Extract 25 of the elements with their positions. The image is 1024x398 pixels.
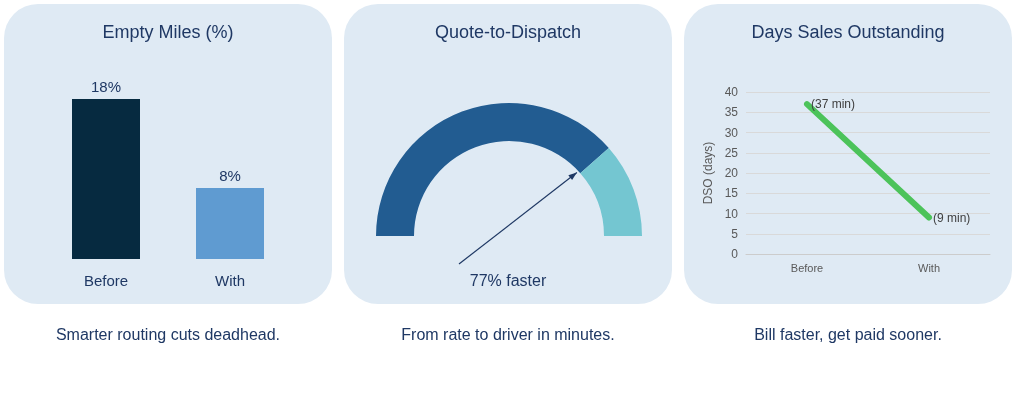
y-axis-title: DSO (days)	[700, 141, 715, 205]
text: Smarter routing cuts deadhead.	[55, 326, 281, 344]
y-tick-label: 0	[731, 247, 739, 261]
data-label: 18%	[90, 78, 122, 95]
text: Bill faster, get paid sooner.	[754, 326, 942, 344]
x-tick-label: With	[918, 261, 940, 274]
chart-title: Days Sales Outstanding	[751, 22, 945, 42]
text: From rate to driver in minutes.	[401, 326, 615, 344]
x-tick-label: With	[215, 272, 245, 289]
y-tick-label: 20	[724, 166, 739, 180]
x-tick-label: Before	[790, 261, 824, 274]
chart-title: Quote-to-Dispatch	[434, 22, 582, 42]
y-tick-label: 15	[724, 186, 739, 201]
x-tick-label: Before	[83, 272, 129, 289]
y-tick-label: 25	[724, 145, 739, 160]
data-label: (37 min)	[811, 97, 856, 112]
data-label: (9 min)	[933, 210, 971, 225]
data-label: 8%	[219, 166, 241, 184]
chart-title: Empty Miles (%)	[102, 22, 234, 42]
y-tick-label: 30	[724, 125, 739, 140]
y-tick-label: 10	[724, 206, 739, 221]
text: 77% faster	[469, 271, 547, 289]
y-tick-label: 5	[731, 226, 739, 241]
y-tick-label: 35	[724, 105, 739, 120]
y-tick-label: 40	[724, 85, 739, 99]
